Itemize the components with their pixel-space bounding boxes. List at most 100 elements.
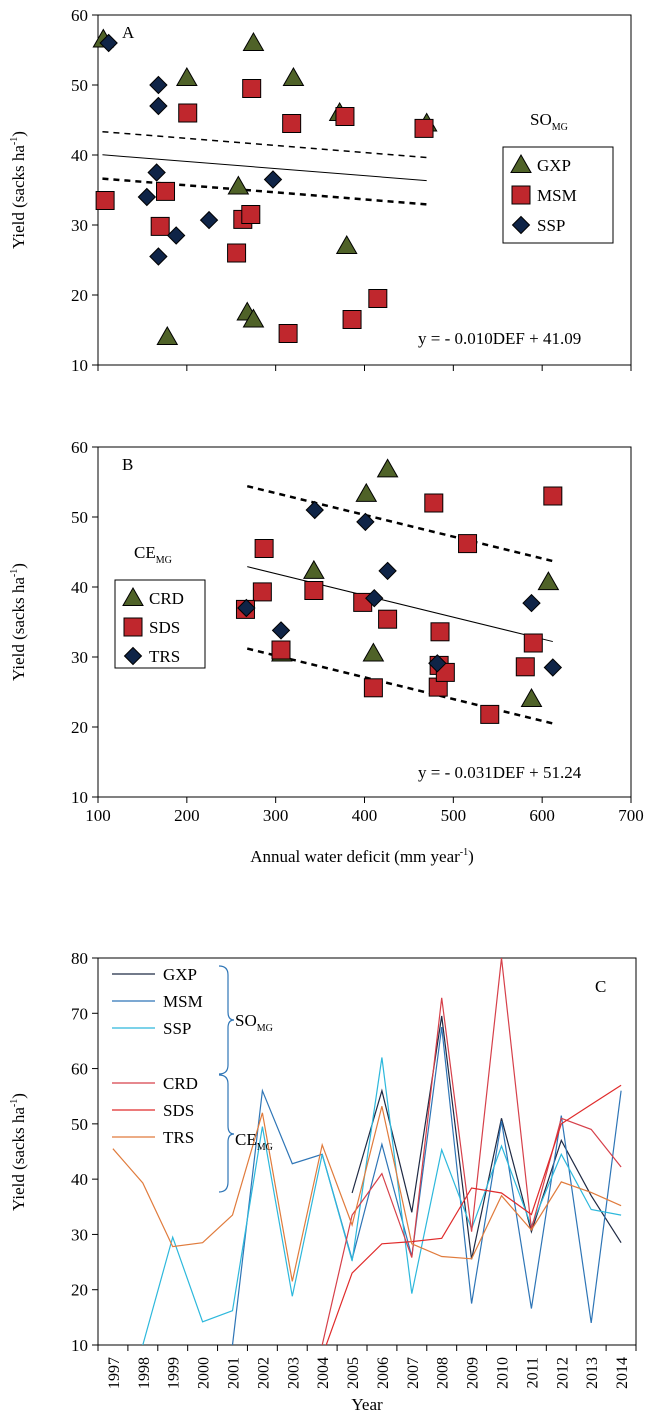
panel-a-y-tick-label: 40 (71, 146, 88, 165)
panel-b-point-trs (522, 593, 541, 613)
panel-c-y-axis-label: Yield (sacks ha-1) (9, 1093, 28, 1211)
panel-a-group-label: SOMG (530, 110, 568, 133)
panel-a-point-ssp (263, 170, 283, 189)
panel-c-x-tick-label: 2010 (495, 1357, 512, 1389)
panel-a-point-msm (95, 191, 115, 210)
panel-c-y-tick-label: 20 (71, 1281, 88, 1300)
panel-c-lines (112, 958, 622, 1345)
panel-b-x-axis-label: Annual water deficit (mm year-1) (250, 847, 474, 866)
panel-b-regression (246, 484, 554, 725)
panel-a-point-msm (178, 103, 198, 123)
panel-b-chart: 10 20 30 40 50 60 100 200 300 400 500 600 700 B CEM… (9, 438, 644, 866)
panel-a-legend-label-msm: MSM (537, 186, 577, 205)
panel-b-x-tick-label: 400 (352, 806, 378, 825)
panel-b-y-tick-label: 60 (71, 438, 88, 457)
panel-b-point-trs (543, 658, 563, 677)
panel-c-legend: GXP MSM SSP CRD SDS TRS SOMG CEMG (112, 965, 273, 1193)
panel-b-point-trs (237, 598, 256, 618)
panel-b-point-sds (378, 609, 398, 629)
panel-c-legend-label-ssp: SSP (163, 1019, 191, 1038)
panel-a-x-axis (97, 365, 632, 371)
panel-a-point-msm (242, 79, 262, 98)
panel-c-x-tick-label: 1998 (136, 1357, 153, 1389)
panel-a-point-msm (156, 181, 176, 201)
panel-a-point-gxp (175, 66, 198, 86)
panel-c-y-tick-label: 60 (71, 1060, 88, 1079)
panel-b-x-tick-label: 100 (85, 806, 111, 825)
panel-b-point-crd (376, 458, 399, 478)
panel-c-y-tick-label: 70 (71, 1004, 88, 1023)
panel-b-y-tick-label: 40 (71, 578, 88, 597)
panel-c-x-tick-label: 2012 (554, 1357, 571, 1389)
panel-c-x-tick-label: 2009 (465, 1357, 482, 1389)
panel-c-line-ssp (142, 1057, 622, 1345)
panel-b-point-sds (424, 493, 444, 513)
panel-a-point-ssp (199, 210, 219, 230)
panel-b-label: B (122, 455, 133, 474)
panel-b-x-tick-label: 600 (529, 806, 555, 825)
panel-a-point-ssp (147, 163, 166, 182)
panel-a-point-ssp (166, 226, 186, 245)
panel-b-point-sds (252, 582, 272, 602)
panel-c-so-label: SOMG (235, 1011, 273, 1034)
panel-b-point-crd (520, 687, 543, 707)
panel-c-legend-label-gxp: GXP (163, 965, 197, 984)
panel-c-y-tick-label: 40 (71, 1170, 88, 1189)
panel-c-chart: 10 20 30 40 50 60 70 80 1997 1998 1999 2000 2001 200… (9, 949, 637, 1414)
panel-c-x-tick-label: 2007 (405, 1357, 422, 1389)
panel-c-line-msm (231, 1027, 622, 1345)
panel-b-x-axis: 100 200 300 400 500 600 700 (85, 797, 644, 825)
panel-c-x-tick-label: 2011 (524, 1357, 541, 1388)
panel-a-point-ssp (99, 33, 118, 53)
panel-c-line-sds (325, 1084, 622, 1345)
panel-c-x-tick-label: 2001 (226, 1357, 243, 1389)
panel-a-point-gxp (282, 66, 305, 86)
panel-c-line-trs (112, 1106, 622, 1282)
panel-c-x-tick-label: 2013 (584, 1357, 601, 1389)
panel-b-legend: CRD SDS TRS (114, 579, 206, 669)
panel-a-regression-line (102, 154, 427, 182)
panel-b-point-sds (523, 633, 543, 653)
panel-b-x-tick-label: 500 (441, 806, 467, 825)
panel-c-y-axis: 10 20 30 40 50 60 70 80 (71, 949, 98, 1355)
panel-a-point-gxp (335, 234, 358, 254)
panel-b-points (235, 458, 563, 724)
panel-b-x-tick-label: 700 (618, 806, 644, 825)
panel-a-point-msm (414, 118, 434, 138)
panel-a-y-tick-label: 30 (71, 216, 88, 235)
panel-a-legend-marker-msm (511, 185, 531, 205)
panel-b-lower-band (246, 647, 554, 725)
panel-c-x-tick-label: 2002 (255, 1357, 272, 1389)
panel-a-y-tick-label: 60 (71, 6, 88, 25)
panel-a-y-axis: 10 20 30 40 50 60 (71, 6, 98, 375)
panel-b-point-sds (480, 704, 500, 724)
panel-c-x-tick-label: 1999 (166, 1357, 183, 1389)
panel-b-point-sds (430, 622, 450, 642)
panel-a-point-gxp (242, 31, 265, 51)
panel-c-x-tick-label: 2003 (285, 1357, 302, 1389)
panel-c-label: C (595, 977, 606, 996)
panel-a-point-ssp (149, 75, 168, 95)
panel-b-y-axis: 10 20 30 40 50 60 (71, 438, 98, 807)
panel-c-ce-bracket (218, 1074, 235, 1193)
panel-a-point-msm (335, 107, 355, 126)
panel-b-legend-label-crd: CRD (149, 589, 184, 608)
panel-a-point-msm (150, 216, 170, 236)
panel-a-point-ssp (149, 247, 168, 266)
panel-c-x-axis: 1997 1998 1999 2000 2001 2002 2003 2004 2005 2006… (97, 1345, 637, 1389)
panel-b-legend-label-trs: TRS (149, 647, 180, 666)
panel-b-x-tick-label: 300 (263, 806, 289, 825)
panel-a-point-msm (342, 310, 362, 329)
panel-c-x-tick-label: 2005 (345, 1357, 362, 1389)
panel-a-point-gxp (227, 175, 250, 195)
panel-c-y-tick-label: 10 (71, 1336, 88, 1355)
panel-c-x-tick-label: 2004 (315, 1357, 332, 1389)
panel-a-label: A (122, 23, 135, 42)
panel-b-point-trs (271, 621, 291, 640)
panel-b-point-trs (356, 512, 375, 532)
panel-b-legend-marker-trs (123, 646, 143, 666)
panel-b-group-label: CEMG (134, 543, 172, 566)
panel-b-point-sds (543, 486, 563, 506)
panel-b-point-sds (363, 678, 383, 698)
panel-a-regression (102, 130, 427, 206)
